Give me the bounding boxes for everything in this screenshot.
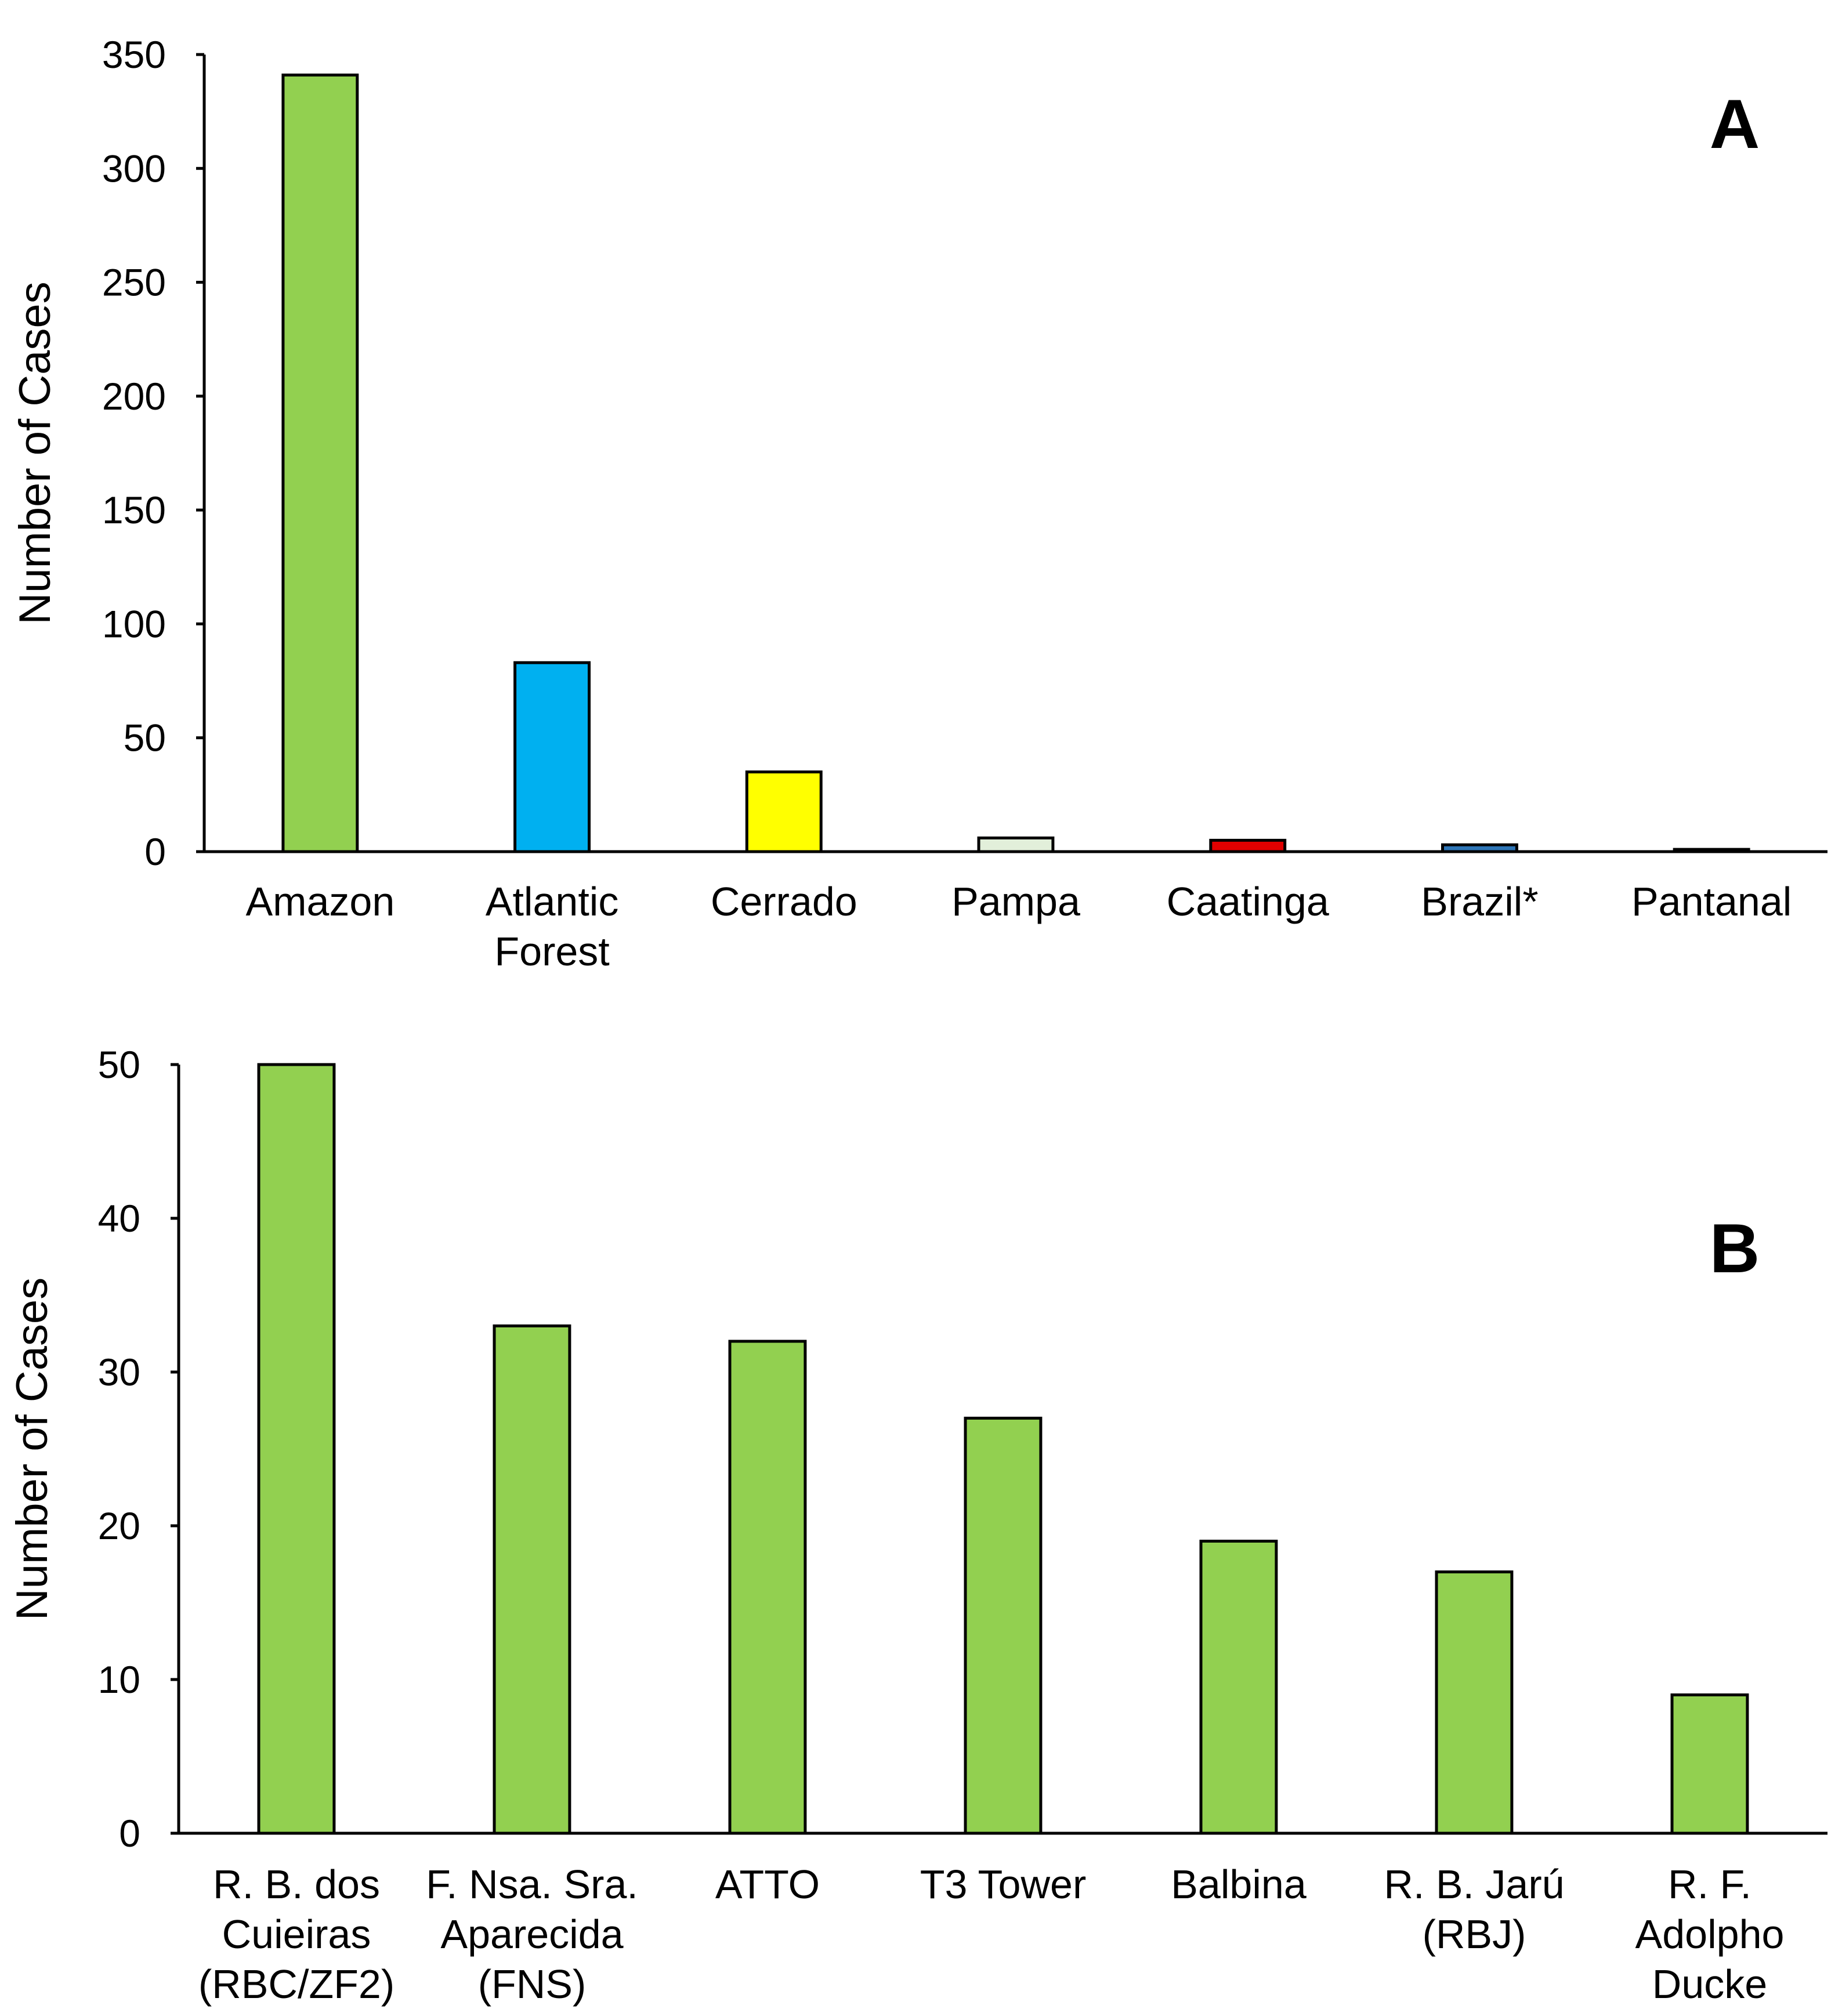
category-label: Balbina (1171, 1862, 1307, 1907)
category-label: Brazil* (1421, 879, 1538, 924)
y-tick-label: 350 (102, 33, 166, 76)
panel-b-chart: 0 10 20 30 40 50 R. B. dos Cuieiras (RBC/ZF2)F. … (8, 1043, 1827, 2007)
y-axis-title: Number of Cases (10, 281, 60, 624)
y-tick-label: 30 (98, 1351, 140, 1394)
category-label: Cerrado (711, 879, 857, 924)
bar-b-4 (1199, 1540, 1278, 1835)
bar-a-2 (745, 770, 823, 853)
category-label: F. Nsa. Sra. Aparecida (FNS) (426, 1862, 638, 2007)
y-tick-label: 150 (102, 488, 166, 531)
category-label: R. B. Jarú (RBJ) (1384, 1862, 1564, 1957)
y-tick-label: 100 (102, 602, 166, 645)
y-tick-label: 50 (124, 716, 166, 759)
category-label: Pantanal (1631, 879, 1792, 924)
y-tick-label: 250 (102, 261, 166, 304)
y-tick-label: 10 (98, 1658, 140, 1701)
bar-a-1 (513, 661, 591, 853)
bar-a-4 (1209, 838, 1287, 853)
bar-b-6 (1670, 1693, 1749, 1835)
bar-b-3 (964, 1417, 1043, 1835)
y-tick-label: 40 (98, 1197, 140, 1240)
bar-a-3 (977, 836, 1055, 853)
bar-b-0 (257, 1063, 336, 1835)
panel-label: B (1710, 1210, 1760, 1287)
category-label: Amazon (245, 879, 395, 924)
panel-a-chart: 0 50 100 150 200 250 300 350 Amazon Atlantic Fores… (10, 33, 1827, 974)
y-tick-label: 20 (98, 1504, 140, 1547)
category-label: ATTO (715, 1862, 820, 1907)
bar-b-5 (1435, 1570, 1514, 1835)
bar-a-0 (281, 73, 359, 853)
category-label: T3 Tower (920, 1862, 1087, 1907)
y-axis-title: Number of Cases (8, 1277, 57, 1620)
y-tick-label: 200 (102, 375, 166, 418)
category-label: Atlantic Forest (486, 879, 619, 974)
category-label: R. B. dos Cuieiras (RBC/ZF2) (198, 1862, 395, 2007)
y-tick-label: 0 (119, 1812, 140, 1855)
y-tick-label: 300 (102, 147, 166, 190)
bar-b-1 (493, 1324, 571, 1835)
y-tick-label: 0 (144, 830, 166, 873)
category-label: Caatinga (1167, 879, 1329, 924)
y-tick-label: 50 (98, 1043, 140, 1086)
bar-b-2 (728, 1340, 807, 1835)
category-label: R. F. Adolpho Ducke (1635, 1862, 1785, 2007)
panel-label: A (1710, 85, 1760, 163)
category-label: Pampa (951, 879, 1080, 924)
